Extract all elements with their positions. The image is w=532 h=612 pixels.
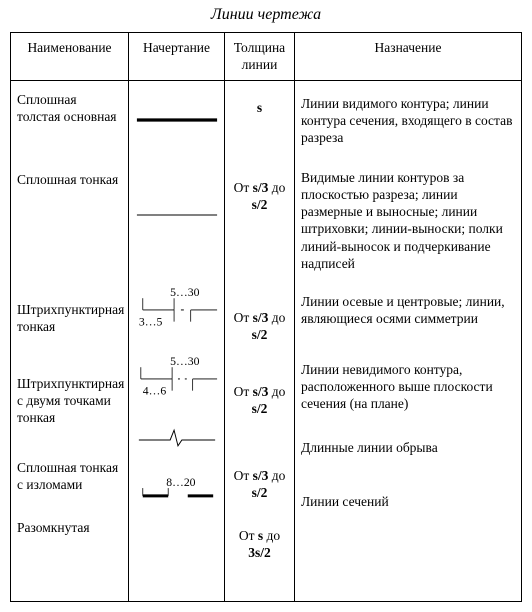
svg-text:5…30: 5…30 [170, 355, 199, 368]
row-name: Штрихпунктирная тонкая [17, 301, 122, 347]
row-thickness: От s/3 до s/2 [231, 179, 288, 281]
row-stroke: 8…20 [133, 463, 220, 519]
row-desc: Линии сечений [301, 493, 515, 535]
row-thickness: От s до 3s/2 [231, 527, 288, 565]
row-stroke [133, 413, 220, 463]
row-thickness: От s/3 до s/2 [231, 467, 288, 499]
lines-table: Наименование Начертание Толщина линии На… [10, 32, 522, 602]
row-desc: Длинные линии обрыва [301, 439, 515, 475]
row-name: Штрихпунктирная с двумя точками тонкая [17, 375, 122, 431]
row-stroke [133, 155, 220, 275]
row-name: Сплошная тонкая [17, 171, 122, 273]
row-thickness: s [231, 99, 288, 151]
row-stroke [133, 85, 220, 155]
row-thickness: От s/3 до s/2 [231, 383, 288, 439]
header-thick: Толщина линии [225, 33, 295, 81]
page-title: Линии чертежа [10, 6, 522, 24]
row-desc: Линии невидимого контура, расположенного… [301, 361, 515, 421]
svg-text:8…20: 8…20 [166, 476, 195, 489]
header-stroke: Начертание [129, 33, 225, 81]
row-stroke: 5…30 4…6 [133, 339, 220, 413]
row-name: Сплошная тонкая с изломами [17, 459, 122, 491]
svg-text:5…30: 5…30 [170, 286, 199, 299]
row-desc: Линии видимого контура; линии контура се… [301, 95, 515, 151]
header-name: Наименование [11, 33, 129, 81]
svg-text:4…6: 4…6 [143, 384, 167, 397]
header-desc: Назначение [295, 33, 522, 81]
row-desc: Видимые линии контуров за плоскостью раз… [301, 169, 515, 275]
row-name: Сплошная толстая основная [17, 91, 122, 143]
row-desc: Линии осевые и центровые; линии, являющи… [301, 293, 515, 343]
row-thickness: От s/3 до s/2 [231, 309, 288, 355]
row-name: Разомкнутая [17, 519, 122, 557]
row-stroke: 5…30 3…5 [133, 275, 220, 339]
svg-text:3…5: 3…5 [139, 315, 163, 328]
